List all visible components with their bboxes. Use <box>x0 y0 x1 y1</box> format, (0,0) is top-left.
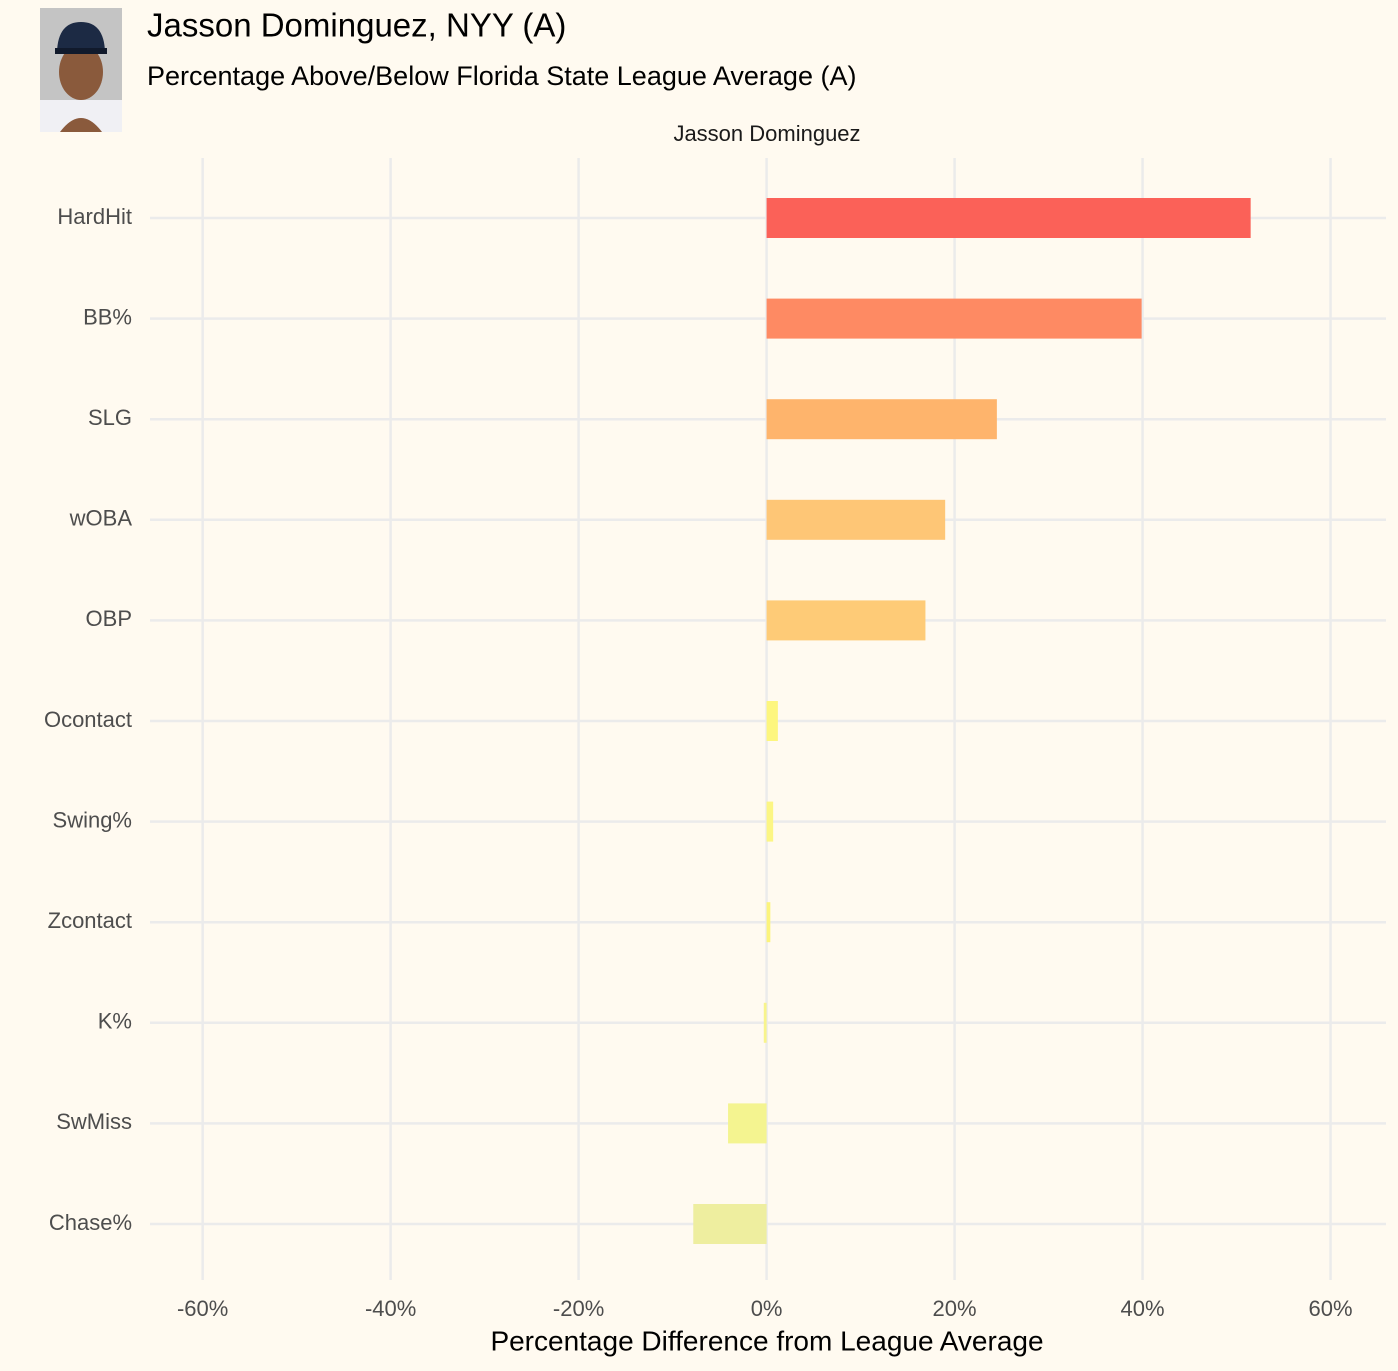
x-axis-label: Percentage Difference from League Averag… <box>490 1325 1043 1356</box>
bar <box>766 600 926 641</box>
y-tick-label: Zcontact <box>48 908 132 933</box>
bar <box>693 1204 767 1244</box>
x-tick-label: 60% <box>1309 1296 1353 1321</box>
x-tick-label: -60% <box>177 1296 228 1321</box>
bar <box>766 399 997 440</box>
facet-label: Jasson Dominguez <box>673 121 860 146</box>
chart-title: Jasson Dominguez, NYY (A) <box>147 7 566 44</box>
bar <box>766 198 1251 238</box>
y-tick-label: Ocontact <box>44 707 132 732</box>
bar <box>766 701 778 741</box>
x-tick-label: 0% <box>751 1296 783 1321</box>
y-tick-label: BB% <box>83 304 132 329</box>
bar <box>766 801 774 842</box>
labels: -60% -40% -20% 0% 20% 40% 60% HardHit BB% SLG wOBA… <box>44 204 1353 1321</box>
x-tick-label: -20% <box>553 1296 604 1321</box>
bar <box>766 499 946 540</box>
y-tick-label: Chase% <box>49 1210 132 1235</box>
bar <box>766 298 1142 339</box>
bar <box>763 1002 767 1043</box>
y-tick-label: SwMiss <box>56 1109 132 1134</box>
bar <box>728 1103 767 1144</box>
y-tick-label: wOBA <box>69 506 133 531</box>
x-tick-label: -40% <box>365 1296 416 1321</box>
y-tick-label: HardHit <box>57 204 132 229</box>
y-tick-label: SLG <box>88 405 132 430</box>
bar <box>766 902 771 943</box>
bars <box>693 198 1251 1244</box>
y-tick-label: K% <box>98 1009 132 1034</box>
grid <box>150 158 1386 1280</box>
player-photo <box>40 8 122 132</box>
x-tick-label: 20% <box>933 1296 977 1321</box>
y-tick-label: Swing% <box>53 807 132 832</box>
chart-subtitle: Percentage Above/Below Florida State Lea… <box>147 61 856 91</box>
y-tick-label: OBP <box>86 606 132 631</box>
x-tick-label: 40% <box>1121 1296 1165 1321</box>
